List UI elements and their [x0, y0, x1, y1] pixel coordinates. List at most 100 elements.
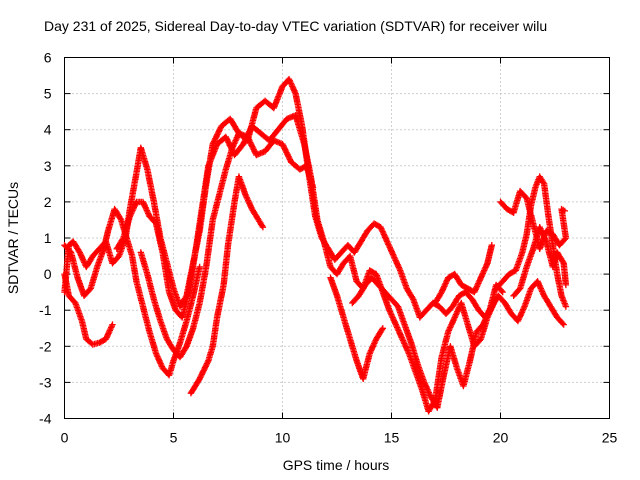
data-point	[287, 80, 295, 87]
y-tick-label: 5	[44, 86, 52, 102]
data-point	[378, 326, 386, 333]
data-point	[153, 351, 160, 359]
data-point	[535, 279, 542, 286]
data-point	[488, 242, 495, 249]
data-point	[401, 341, 409, 349]
data-point	[395, 328, 403, 336]
data-point	[243, 194, 250, 201]
plot-frame	[64, 57, 610, 419]
data-point	[519, 307, 526, 315]
data-point	[119, 236, 126, 243]
data-point	[475, 278, 483, 286]
data-point	[440, 284, 447, 291]
data-point	[279, 140, 286, 148]
data-point	[451, 314, 458, 321]
data-point	[484, 311, 491, 318]
series-track-1	[61, 270, 116, 348]
data-point	[106, 327, 113, 334]
data-point	[203, 360, 211, 367]
data-point	[409, 294, 416, 302]
y-axis-label: SDTVAR / TECUs	[5, 182, 21, 294]
data-point	[225, 139, 232, 146]
y-tick-label: -3	[39, 374, 52, 390]
data-point	[240, 139, 248, 146]
data-point	[291, 89, 299, 96]
y-tick-label: 0	[44, 266, 52, 282]
series-track-8	[349, 274, 506, 411]
data-point	[446, 324, 454, 331]
data-point	[212, 135, 219, 142]
data-point	[216, 125, 224, 133]
data-point	[216, 127, 223, 134]
data-point	[249, 144, 257, 152]
data-point	[285, 153, 292, 160]
data-point	[393, 322, 400, 330]
data-point	[246, 201, 254, 208]
data-point	[421, 379, 428, 386]
y-tick-labels: -4 -3 -2 -1 0 1 2 3 4 5 6	[39, 50, 52, 427]
data-point	[385, 241, 392, 248]
data-point	[182, 344, 189, 351]
x-tick-label: 0	[61, 430, 69, 446]
data-point	[392, 320, 399, 327]
data-point	[245, 135, 252, 142]
data-point	[390, 315, 397, 323]
data-point	[259, 224, 267, 231]
series-track-6	[187, 173, 267, 397]
data-point	[204, 358, 211, 366]
data-point	[538, 228, 545, 235]
data-point	[286, 154, 293, 162]
data-point	[231, 140, 238, 147]
data-point	[202, 363, 209, 370]
data-point	[562, 281, 570, 289]
data-point	[480, 320, 487, 327]
data-point	[229, 143, 237, 150]
data-point	[540, 179, 547, 186]
data-point	[386, 307, 393, 314]
data-point	[445, 327, 452, 334]
data-point	[197, 372, 205, 380]
data-point	[399, 335, 406, 343]
data-point	[222, 133, 229, 141]
data-point	[520, 304, 527, 312]
data-point	[422, 382, 429, 389]
data-point	[154, 354, 162, 362]
data-point	[109, 321, 116, 328]
data-point	[423, 385, 430, 392]
data-point	[78, 253, 85, 260]
series-track-9	[431, 242, 495, 307]
y-tick-label: 3	[44, 158, 52, 174]
data-point	[480, 268, 487, 276]
data-point	[471, 288, 478, 296]
data-point	[281, 145, 288, 152]
data-point	[142, 204, 149, 211]
y-tick-label: 2	[44, 194, 52, 210]
chart-title: Day 231 of 2025, Sidereal Day-to-day VTE…	[44, 18, 547, 34]
data-point	[117, 215, 124, 222]
data-point	[282, 146, 289, 153]
data-point	[450, 317, 457, 324]
data-point	[561, 207, 568, 215]
data-point	[400, 338, 407, 346]
data-point	[537, 226, 545, 234]
data-point	[536, 282, 543, 289]
data-point	[441, 281, 449, 289]
data-point	[367, 347, 375, 354]
data-point	[559, 258, 567, 266]
data-point	[214, 131, 221, 138]
data-point	[394, 325, 401, 333]
data-point	[473, 284, 480, 291]
data-point	[499, 288, 506, 296]
data-point	[232, 137, 239, 144]
data-point	[485, 308, 493, 315]
data-point	[224, 137, 231, 145]
data-point	[454, 308, 461, 315]
data-point	[388, 312, 396, 320]
x-tick-label: 25	[602, 430, 618, 446]
data-point	[391, 254, 398, 261]
data-point	[366, 350, 373, 357]
data-point	[245, 198, 252, 206]
data-layer	[61, 76, 570, 415]
data-point	[514, 317, 522, 325]
